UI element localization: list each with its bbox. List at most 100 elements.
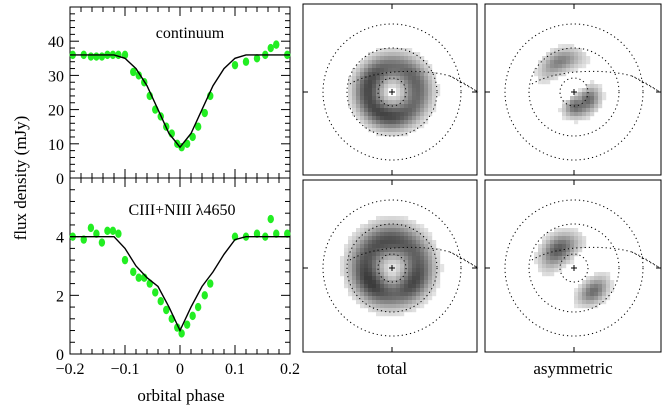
intensity-pixel (416, 292, 421, 297)
intensity-pixel (356, 252, 361, 257)
intensity-pixel (428, 276, 433, 281)
intensity-pixel (372, 116, 377, 121)
intensity-pixel (348, 100, 353, 105)
intensity-pixel (412, 112, 417, 117)
intensity-pixel (412, 220, 417, 225)
intensity-pixel (574, 288, 579, 293)
intensity-pixel (408, 292, 413, 297)
intensity-pixel (392, 236, 397, 241)
intensity-pixel (582, 280, 587, 285)
intensity-pixel (420, 264, 425, 269)
intensity-pixel (590, 288, 595, 293)
intensity-pixel (546, 60, 551, 65)
intensity-pixel (348, 84, 353, 89)
intensity-pixel (566, 260, 571, 265)
intensity-pixel (416, 116, 421, 121)
intensity-pixel (408, 220, 413, 225)
intensity-pixel (412, 52, 417, 57)
intensity-pixel (368, 272, 373, 277)
intensity-pixel (380, 68, 385, 73)
intensity-pixel (368, 116, 373, 121)
intensity-pixel (558, 228, 563, 233)
intensity-pixel (570, 228, 575, 233)
intensity-pixel (566, 244, 571, 249)
intensity-pixel (554, 264, 559, 269)
stream-trajectory (349, 70, 479, 93)
intensity-pixel (432, 244, 437, 249)
intensity-pixel (356, 76, 361, 81)
intensity-pixel (372, 252, 377, 257)
intensity-pixel (392, 248, 397, 253)
intensity-pixel (380, 104, 385, 109)
intensity-pixel (408, 104, 413, 109)
intensity-pixel (344, 252, 349, 257)
intensity-pixel (574, 112, 579, 117)
intensity-pixel (420, 112, 425, 117)
intensity-pixel (344, 284, 349, 289)
intensity-pixel (348, 260, 353, 265)
intensity-pixel (558, 108, 563, 113)
intensity-pixel (388, 84, 393, 89)
intensity-pixel (364, 296, 369, 301)
intensity-pixel (412, 76, 417, 81)
intensity-pixel (372, 68, 377, 73)
intensity-pixel (420, 92, 425, 97)
intensity-pixel (368, 224, 373, 229)
intensity-pixel (578, 112, 583, 117)
intensity-pixel (396, 132, 401, 137)
intensity-pixel (550, 264, 555, 269)
continuum-data-point (121, 50, 129, 60)
intensity-pixel (606, 272, 611, 277)
intensity-pixel (594, 292, 599, 297)
intensity-pixel (416, 124, 421, 129)
intensity-pixel (400, 228, 405, 233)
continuum-data-point (273, 40, 280, 49)
intensity-pixel (566, 240, 571, 245)
intensity-pixel (396, 244, 401, 249)
intensity-pixel (416, 52, 421, 57)
intensity-pixel (352, 272, 357, 277)
intensity-pixel (578, 92, 583, 97)
intensity-pixel (590, 88, 595, 93)
intensity-pixel (412, 92, 417, 97)
intensity-pixel (546, 236, 551, 241)
intensity-pixel (550, 64, 555, 69)
intensity-pixel (380, 312, 385, 317)
intensity-pixel (590, 304, 595, 309)
intensity-pixel (376, 88, 381, 93)
intensity-pixel (396, 312, 401, 317)
map-frame (484, 179, 662, 353)
intensity-pixel (546, 64, 551, 69)
intensity-pixel (396, 108, 401, 113)
intensity-pixel (566, 60, 571, 65)
intensity-pixel (558, 64, 563, 69)
intensity-pixel (420, 84, 425, 89)
intensity-pixel (372, 308, 377, 313)
intensity-pixel (396, 268, 401, 273)
intensity-pixel (396, 56, 401, 61)
intensity-pixel (408, 284, 413, 289)
intensity-pixel (412, 84, 417, 89)
intensity-pixel (368, 52, 373, 57)
intensity-pixel (384, 96, 389, 101)
intensity-pixel (590, 96, 595, 101)
intensity-pixel (550, 260, 555, 265)
intensity-pixel (376, 52, 381, 57)
intensity-pixel (348, 76, 353, 81)
intensity-pixel (408, 296, 413, 301)
intensity-pixel (404, 300, 409, 305)
intensity-pixel (424, 272, 429, 277)
intensity-pixel (538, 72, 543, 77)
intensity-pixel (348, 244, 353, 249)
intensity-pixel (586, 304, 591, 309)
intensity-pixel (566, 256, 571, 261)
intensity-pixel (384, 244, 389, 249)
intensity-pixel (344, 280, 349, 285)
intensity-pixel (408, 304, 413, 309)
intensity-pixel (380, 112, 385, 117)
intensity-pixel (420, 252, 425, 257)
intensity-pixel (388, 308, 393, 313)
intensity-pixel (420, 228, 425, 233)
intensity-pixel (404, 108, 409, 113)
intensity-pixel (546, 272, 551, 277)
